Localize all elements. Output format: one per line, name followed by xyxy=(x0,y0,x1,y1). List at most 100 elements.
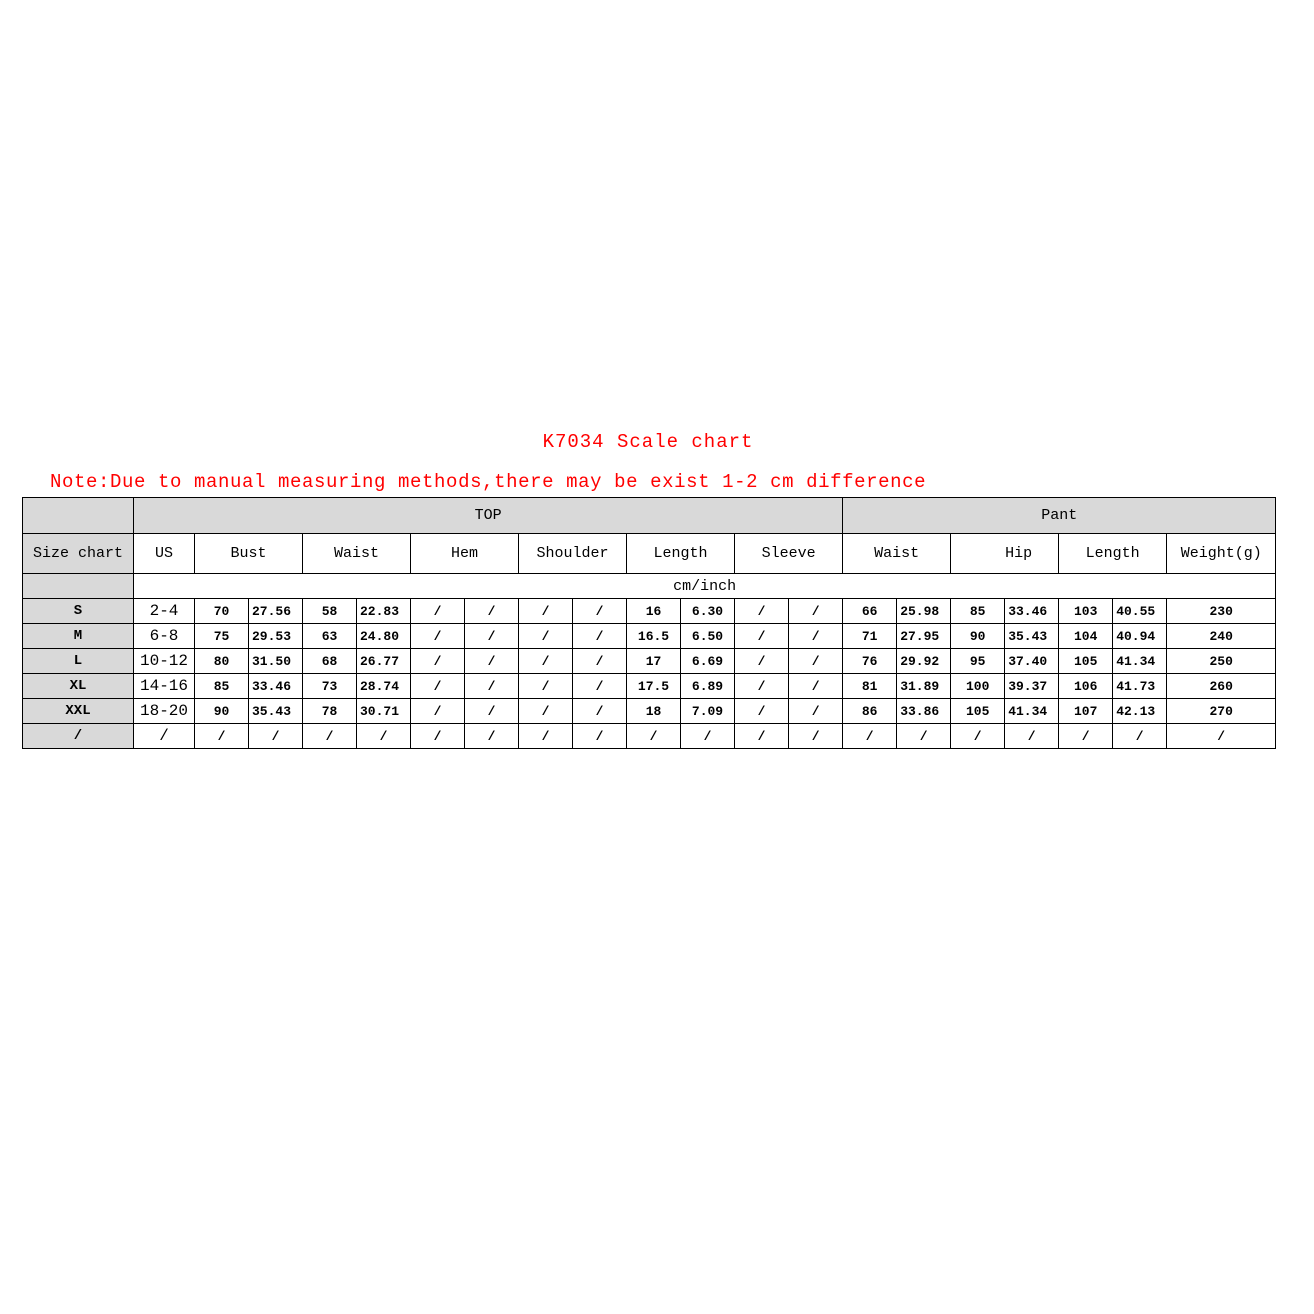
table-row: L 10-12 80 31.50 68 26.77// //17 6.69//76 29.92 9… xyxy=(22,648,1277,674)
corner-cell xyxy=(22,497,134,534)
table-cell: / xyxy=(734,673,789,699)
table-cell: 6.89 xyxy=(680,673,735,699)
table-cell: 41.34 xyxy=(1004,698,1060,724)
size-cell: XL xyxy=(22,673,134,699)
table-cell: 81 xyxy=(842,673,898,699)
table-cell: 106 xyxy=(1058,673,1114,699)
header-sleeve: Sleeve xyxy=(733,533,844,574)
table-cell: 41.34 xyxy=(1112,648,1168,674)
table-cell: / xyxy=(194,723,249,749)
table-cell: / xyxy=(572,698,627,724)
table-cell: 25.98 xyxy=(896,598,952,624)
table-cell: 240 xyxy=(1166,623,1277,649)
table-cell: / xyxy=(410,598,465,624)
size-cell: S xyxy=(22,598,134,624)
table-cell: / xyxy=(518,648,573,674)
table-cell: / xyxy=(518,698,573,724)
table-cell: / xyxy=(896,723,952,749)
table-cell: 104 xyxy=(1058,623,1114,649)
table-cell: / xyxy=(410,723,465,749)
column-header-row: Size chart US Bust Waist Hem Shoulder Le… xyxy=(22,533,1277,574)
table-cell: / xyxy=(410,623,465,649)
table-cell: 42.13 xyxy=(1112,698,1168,724)
table-cell: / xyxy=(842,723,898,749)
table-cell: / xyxy=(787,648,844,674)
table-cell: 35.43 xyxy=(248,698,303,724)
table-cell: / xyxy=(464,598,519,624)
table-cell: / xyxy=(950,723,1006,749)
header-us: US xyxy=(133,533,195,574)
table-cell: / xyxy=(572,623,627,649)
table-cell: 27.56 xyxy=(248,598,303,624)
table-cell: / xyxy=(518,623,573,649)
table-cell: / xyxy=(1058,723,1114,749)
table-cell: 85 xyxy=(950,598,1006,624)
table-cell: / xyxy=(787,598,844,624)
header-hem: Hem xyxy=(410,533,519,574)
table-cell: 6.30 xyxy=(680,598,735,624)
table-cell: / xyxy=(572,723,627,749)
table-cell: 17.5 xyxy=(626,673,681,699)
table-row: M 6-8 75 29.53 63 24.80// //16.5 6.50//71 27.95 9… xyxy=(22,623,1277,649)
size-cell: L xyxy=(22,648,134,674)
header-weight: Weight(g) xyxy=(1166,533,1277,574)
table-cell: 270 xyxy=(1166,698,1277,724)
table-cell: 105 xyxy=(1058,648,1114,674)
header-hip: Hip xyxy=(950,533,1060,574)
group-header-row: TOP Pant xyxy=(22,497,1277,534)
group-header-top: TOP xyxy=(132,497,844,534)
table-cell: / xyxy=(1004,723,1060,749)
table-cell: / xyxy=(464,623,519,649)
header-pant-waist: Waist xyxy=(842,533,952,574)
table-cell: / xyxy=(787,698,844,724)
table-cell: 6.50 xyxy=(680,623,735,649)
table-cell: 100 xyxy=(950,673,1006,699)
size-cell: / xyxy=(22,723,134,749)
table-cell: 75 xyxy=(194,623,249,649)
table-cell: 260 xyxy=(1166,673,1277,699)
us-size-cell: 10-12 xyxy=(133,648,195,674)
table-cell: / xyxy=(787,723,844,749)
table-cell: / xyxy=(572,673,627,699)
table-cell: / xyxy=(410,648,465,674)
table-cell: 90 xyxy=(194,698,249,724)
table-cell: 68 xyxy=(302,648,357,674)
table-cell: / xyxy=(626,723,681,749)
table-cell: 27.95 xyxy=(896,623,952,649)
table-cell: 73 xyxy=(302,673,357,699)
table-cell: 86 xyxy=(842,698,898,724)
table-cell: 31.50 xyxy=(248,648,303,674)
table-cell: / xyxy=(464,673,519,699)
table-cell: / xyxy=(464,648,519,674)
table-cell: 37.40 xyxy=(1004,648,1060,674)
us-size-cell: 2-4 xyxy=(133,598,195,624)
table-cell: / xyxy=(787,623,844,649)
header-bust: Bust xyxy=(194,533,303,574)
table-cell: 7.09 xyxy=(680,698,735,724)
table-row: S 2-4 70 27.56 58 22.83// //16 6.30//66 25.98 85 3… xyxy=(22,598,1277,624)
header-size-chart: Size chart xyxy=(22,533,134,574)
header-length: Length xyxy=(626,533,735,574)
table-cell: 40.94 xyxy=(1112,623,1168,649)
table-cell: 41.73 xyxy=(1112,673,1168,699)
table-cell: 17 xyxy=(626,648,681,674)
table-cell: / xyxy=(518,723,573,749)
table-cell: 22.83 xyxy=(356,598,411,624)
table-cell: 33.86 xyxy=(896,698,952,724)
table-cell: / xyxy=(464,698,519,724)
table-cell: / xyxy=(734,648,789,674)
table-row: / / / / / / / / / / / / / / / / / / / / / xyxy=(22,723,1277,749)
table-cell: / xyxy=(572,598,627,624)
chart-title: K7034 Scale chart xyxy=(542,431,754,453)
table-cell: 24.80 xyxy=(356,623,411,649)
table-cell: 78 xyxy=(302,698,357,724)
table-cell: / xyxy=(734,723,789,749)
us-size-cell: / xyxy=(133,723,195,749)
table-cell: / xyxy=(410,698,465,724)
table-cell: 33.46 xyxy=(1004,598,1060,624)
table-cell: 28.74 xyxy=(356,673,411,699)
table-cell: 70 xyxy=(194,598,249,624)
size-chart-table: TOP Pant Size chart US Bust Waist Hem Sh… xyxy=(22,497,1277,749)
table-cell: / xyxy=(302,723,357,749)
table-cell: / xyxy=(356,723,411,749)
